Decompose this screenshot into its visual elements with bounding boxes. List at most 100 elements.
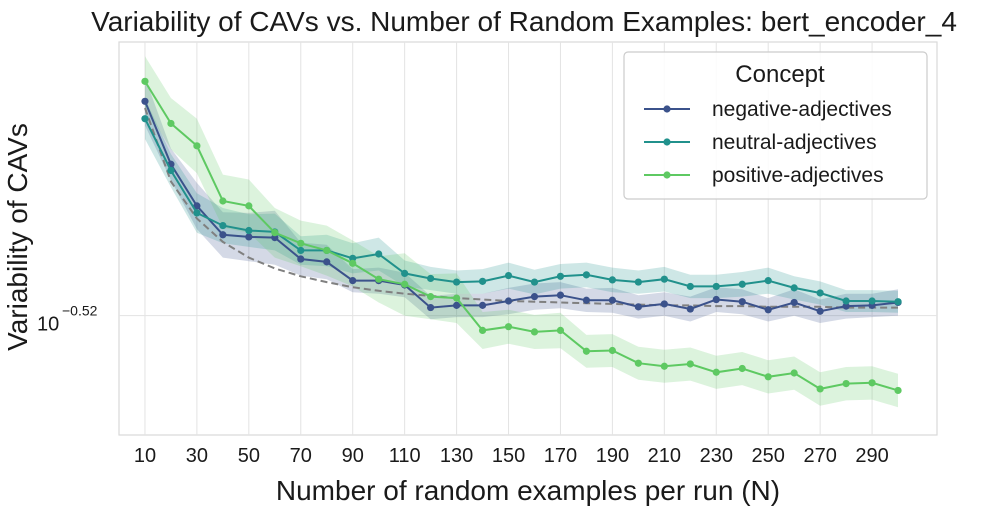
data-point (712, 295, 720, 304)
data-point (738, 298, 746, 306)
data-point (141, 97, 149, 105)
legend-title: Concept (735, 61, 825, 88)
data-point (297, 239, 305, 247)
data-point (401, 269, 409, 278)
data-point (842, 302, 850, 310)
data-point (790, 298, 798, 307)
series-negative-adjectives (141, 97, 902, 315)
data-point (608, 346, 616, 355)
data-point (349, 277, 357, 285)
data-point (634, 303, 642, 311)
confidence-bands (145, 56, 898, 408)
legend-box (623, 51, 928, 200)
x-tick-label: 90 (342, 445, 364, 467)
legend-item-positive-adjectives: positive-adjectives (644, 164, 884, 187)
data-point (660, 300, 668, 308)
data-point (323, 258, 331, 266)
confidence-band-neutral-adjectives (145, 98, 898, 313)
y-axis-ticks: 10−0.52 (37, 303, 98, 336)
data-point (375, 250, 383, 258)
x-axis-ticks: 10 30 50 70 90 110 130 150 170 190 210 230 250 270 290 (134, 445, 889, 467)
data-point (245, 202, 253, 210)
x-tick-label: 150 (492, 445, 525, 467)
data-point (530, 293, 539, 301)
x-tick-label: 30 (186, 445, 208, 467)
data-point (271, 229, 279, 237)
data-point (297, 246, 305, 255)
data-point (712, 368, 720, 376)
data-point (790, 369, 798, 377)
x-tick-label: 250 (752, 445, 785, 467)
data-point (738, 364, 746, 373)
data-point (608, 276, 616, 284)
data-point (427, 303, 435, 312)
data-point (478, 326, 487, 335)
data-point (141, 115, 149, 123)
data-point (452, 294, 461, 302)
series-line-neutral-adjectives (144, 118, 899, 303)
series-positive-adjectives (141, 77, 902, 395)
data-point (868, 379, 876, 387)
data-point (634, 278, 642, 286)
x-axis-label: Number of random examples per run (N) (276, 475, 780, 506)
legend-item-neutral-adjectives: neutral-adjectives (644, 131, 877, 154)
data-point (193, 202, 201, 210)
data-point (608, 296, 616, 304)
data-point (167, 166, 175, 175)
data-point (271, 234, 279, 242)
legend-marker (663, 105, 671, 113)
data-point (686, 282, 694, 291)
data-point (816, 307, 824, 315)
x-tick-label: 10 (134, 445, 156, 467)
legend-item-negative-adjectives: negative-adjectives (644, 98, 892, 121)
confidence-band-positive-adjectives (145, 56, 898, 408)
data-point (894, 298, 902, 306)
y-axis-label: Variability of CAVs (2, 123, 33, 351)
legend-label: positive-adjectives (712, 164, 884, 187)
x-tick-label: 210 (648, 445, 681, 467)
data-point (427, 274, 435, 283)
legend-label: neutral-adjectives (712, 131, 877, 154)
data-point (842, 380, 850, 388)
data-point (504, 271, 513, 280)
data-point (530, 278, 539, 286)
legend-label: negative-adjectives (712, 98, 892, 121)
data-point (556, 272, 565, 280)
data-point (556, 291, 565, 299)
data-point (530, 328, 539, 336)
data-point (375, 275, 383, 283)
x-tick-label: 50 (238, 445, 260, 467)
legend-marker (663, 171, 671, 179)
data-point (245, 233, 253, 241)
x-tick-label: 110 (389, 445, 421, 467)
data-point (634, 359, 642, 367)
data-point (452, 301, 461, 309)
data-point (478, 277, 487, 285)
legend-marker (663, 138, 671, 146)
data-point (764, 277, 772, 285)
x-tick-label: 290 (855, 445, 888, 467)
data-point (816, 385, 824, 393)
data-point (349, 259, 357, 267)
data-point (556, 326, 565, 335)
data-point (245, 226, 253, 235)
series-line-negative-adjectives (144, 100, 899, 313)
y-tick-label: 10 (37, 314, 59, 336)
data-point (427, 293, 435, 301)
data-point (790, 284, 798, 292)
data-point (167, 119, 175, 128)
x-tick-label: 230 (700, 445, 733, 467)
data-point (842, 297, 850, 305)
data-point (219, 231, 227, 239)
data-point (764, 306, 772, 314)
reference-curve (144, 107, 898, 309)
data-point (764, 373, 772, 381)
data-point (452, 278, 461, 286)
data-point (712, 282, 720, 291)
chart-title: Variability of CAVs vs. Number of Random… (91, 6, 957, 37)
data-point (660, 362, 668, 370)
data-point (582, 271, 591, 279)
data-point (894, 386, 902, 395)
data-point (323, 246, 331, 255)
data-point (349, 254, 357, 262)
